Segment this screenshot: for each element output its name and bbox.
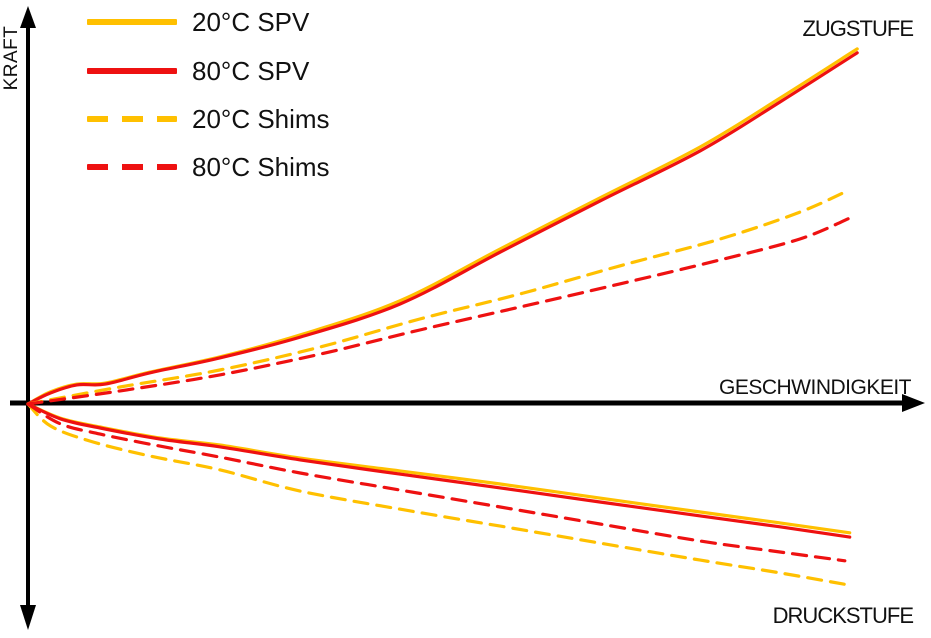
curve-20-c-spv-druckstufe [26, 402, 852, 535]
legend-label: 20°C SPV [192, 7, 310, 37]
rebound-region-label: ZUGSTUFE [802, 16, 914, 41]
curve-80-c-spv-zugstufe [26, 51, 859, 406]
legend-label: 20°C Shims [192, 104, 330, 134]
legend-item: 80°C SPV [87, 54, 309, 88]
legend-label: 80°C Shims [192, 152, 330, 182]
x-axis-label: GESCHWINDIGKEIT [718, 376, 912, 399]
curve-80-c-shims-zugstufe [26, 216, 852, 406]
legend-item: 20°C Shims [87, 102, 330, 136]
legend-swatch [87, 116, 177, 122]
legend-swatch [87, 68, 177, 74]
compression-region-label: DRUCKSTUFE [772, 603, 914, 628]
axes [10, 6, 925, 630]
y-axis-label: KRAFT [1, 25, 22, 91]
legend-swatch [87, 164, 177, 170]
curves-layer [26, 47, 859, 587]
y-axis-arrow-down-icon [20, 605, 36, 630]
x-axis-arrow-right-icon [902, 394, 925, 412]
curve-80-c-shims-druckstufe [26, 402, 847, 563]
legend-item: 20°C SPV [87, 5, 309, 39]
curve-20-c-shims-zugstufe [26, 188, 852, 406]
y-axis-arrow-up-icon [20, 6, 36, 28]
legend-swatch [87, 19, 177, 25]
curve-20-c-shims-druckstufe [26, 402, 850, 587]
legend-label: 80°C SPV [192, 56, 310, 86]
legend-item: 80°C Shims [87, 150, 330, 184]
curve-80-c-spv-druckstufe [26, 402, 852, 539]
